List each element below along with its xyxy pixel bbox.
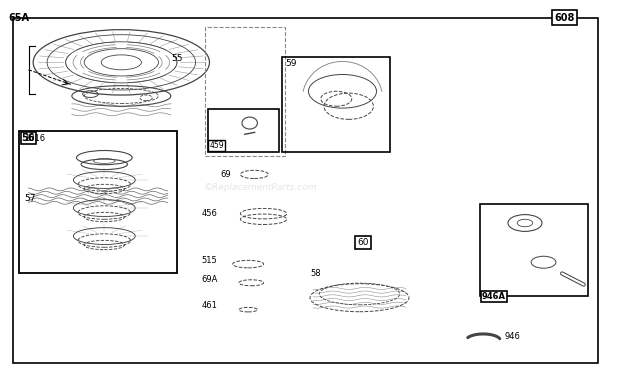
Text: 57: 57 (24, 194, 36, 203)
Bar (480, 204, 588, 296)
Text: ©ReplacementParts.com: ©ReplacementParts.com (204, 183, 317, 192)
Text: 69: 69 (220, 170, 231, 179)
Text: 1016: 1016 (24, 134, 45, 143)
Text: 459: 459 (209, 141, 224, 150)
Bar (282, 57, 391, 152)
Text: 946: 946 (505, 333, 521, 342)
Bar (205, 27, 285, 156)
Text: 946A: 946A (482, 292, 506, 301)
Bar (19, 132, 177, 273)
Text: 65A: 65A (9, 13, 30, 22)
Text: 608: 608 (554, 13, 575, 22)
Text: 456: 456 (202, 209, 218, 218)
Text: 60: 60 (357, 238, 369, 247)
Text: 59: 59 (285, 58, 297, 68)
Text: 515: 515 (202, 256, 218, 265)
Text: 69A: 69A (202, 274, 218, 284)
Bar (208, 109, 279, 152)
Text: 55: 55 (171, 54, 182, 63)
Text: 56: 56 (22, 134, 35, 143)
Text: 58: 58 (310, 269, 321, 278)
Text: 461: 461 (202, 301, 218, 310)
